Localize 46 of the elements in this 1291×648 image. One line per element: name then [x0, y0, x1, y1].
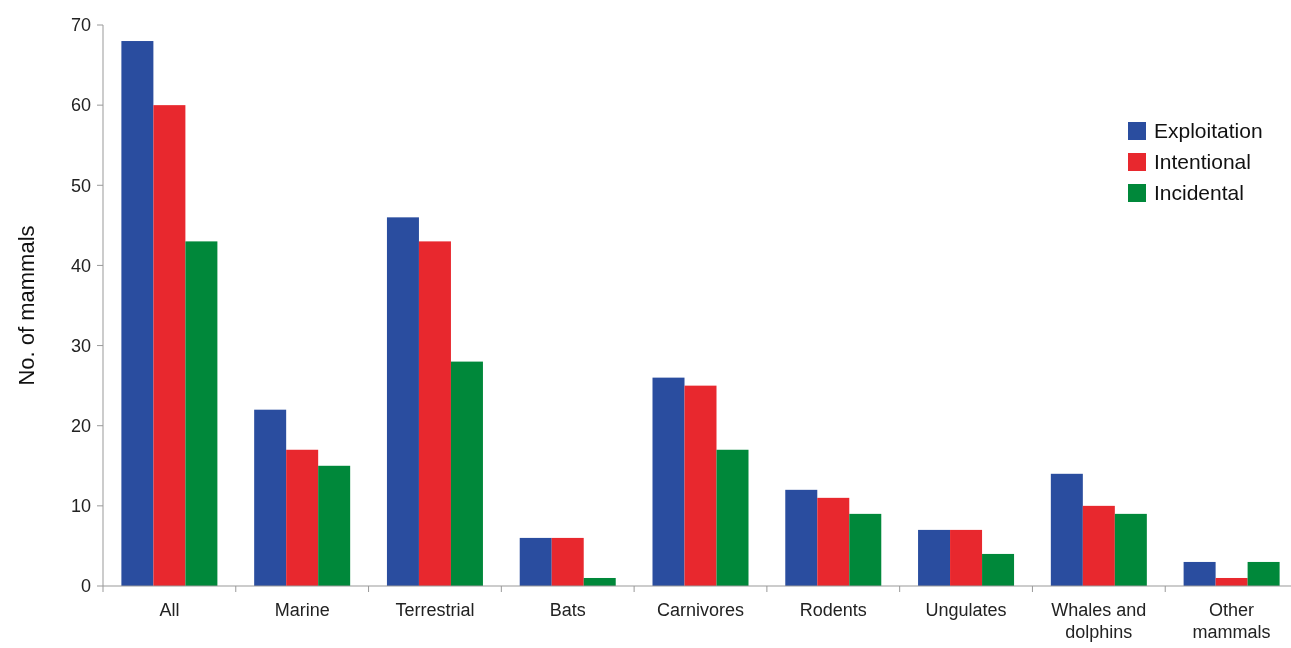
legend-label: Incidental	[1154, 181, 1244, 205]
y-tick-label: 20	[70, 416, 91, 437]
bar	[418, 241, 451, 586]
bar	[849, 513, 882, 586]
bar	[185, 241, 218, 586]
y-tick-label: 50	[70, 175, 91, 196]
legend-label: Exploitation	[1154, 119, 1263, 143]
bar	[652, 377, 685, 586]
x-tick-label: Carnivores	[656, 600, 745, 620]
x-tick-label: All	[159, 600, 180, 620]
bar	[318, 465, 351, 586]
y-tick-label: 0	[80, 576, 91, 597]
x-tick-label: Rodents	[799, 600, 867, 620]
bar	[918, 529, 951, 586]
x-tick-label: Marine	[274, 600, 330, 620]
bar	[1082, 505, 1115, 586]
bar	[1050, 473, 1083, 586]
bar	[1247, 561, 1280, 586]
y-tick-label: 40	[70, 255, 91, 276]
bar	[785, 489, 818, 586]
bar	[982, 553, 1015, 586]
bar	[1114, 513, 1147, 586]
bar	[121, 41, 154, 586]
x-tick-label: Other mammals	[1192, 600, 1271, 642]
y-tick-label: 30	[70, 335, 91, 356]
bar	[519, 537, 552, 586]
bar	[716, 449, 749, 586]
bar	[817, 497, 850, 586]
bar	[254, 409, 287, 586]
bar	[950, 529, 983, 586]
y-tick-label: 60	[70, 95, 91, 116]
x-tick-label: Terrestrial	[395, 600, 475, 620]
x-tick-label: Ungulates	[925, 600, 1007, 620]
y-axis-title: No. of mammals	[14, 225, 39, 386]
bar	[684, 385, 717, 586]
legend-label: Intentional	[1154, 150, 1251, 174]
bar	[551, 537, 584, 586]
y-tick-label: 10	[70, 496, 91, 517]
bar	[153, 105, 186, 586]
bar	[1183, 561, 1216, 586]
bar	[450, 361, 483, 586]
x-tick-label: Bats	[549, 600, 586, 620]
bar	[286, 449, 319, 586]
y-tick-label: 70	[70, 15, 91, 36]
bar	[386, 217, 419, 586]
x-tick-label: Whales and dolphins	[1051, 600, 1147, 642]
